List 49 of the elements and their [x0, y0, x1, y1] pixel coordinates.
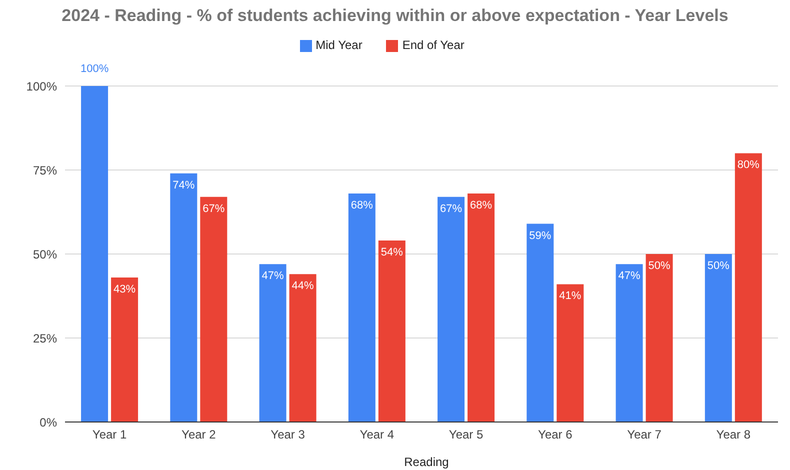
data-label: 54% [380, 246, 404, 259]
x-tick-label: Year 8 [716, 428, 751, 442]
data-label: 47% [262, 270, 284, 282]
data-label: 100% [80, 63, 109, 75]
data-label: 50% [707, 260, 730, 272]
y-tick-label: 0% [40, 415, 58, 430]
bar [556, 284, 584, 422]
bar [734, 153, 762, 422]
data-label: 67% [202, 202, 225, 215]
data-label: 47% [618, 270, 641, 282]
data-label: 43% [114, 284, 136, 296]
bar [111, 278, 138, 422]
x-tick-label: Year 2 [182, 428, 216, 442]
bar [289, 274, 316, 422]
y-tick-label: 100% [26, 79, 58, 94]
bar [526, 224, 554, 422]
bar [259, 264, 286, 422]
bar [646, 254, 673, 422]
data-label: 50% [648, 260, 671, 272]
bar [468, 194, 495, 422]
x-axis-title: Reading [403, 455, 450, 469]
bar [616, 264, 643, 422]
data-label: 74% [172, 179, 195, 192]
bar [200, 196, 228, 422]
legend-label: Mid Year [316, 38, 362, 52]
bar [704, 254, 732, 422]
bar [81, 86, 108, 422]
x-tick-label: Year 3 [270, 428, 306, 442]
bar [438, 196, 465, 422]
x-tick-label: Year 7 [627, 428, 662, 442]
data-label: 67% [440, 202, 462, 215]
chart-title: 2024 - Reading - % of students achieving within or above expectation - Year Levels [60, 6, 730, 26]
x-tick-label: Year 4 [360, 428, 394, 442]
bar [348, 194, 376, 422]
bar [378, 240, 406, 422]
legend-label: End of Year [402, 38, 464, 52]
data-label: 41% [559, 290, 582, 302]
data-label: 68% [470, 200, 492, 212]
data-label: 44% [292, 280, 314, 292]
data-label: 68% [350, 200, 374, 212]
x-tick-label: Year 6 [538, 428, 573, 442]
data-label: 59% [529, 230, 552, 242]
y-tick-label: 50% [32, 247, 58, 262]
y-tick-label: 75% [32, 163, 58, 178]
x-tick-label: Year 5 [448, 428, 484, 442]
bar [170, 173, 198, 422]
x-tick-label: Year 1 [92, 428, 128, 442]
data-label: 80% [737, 159, 760, 172]
y-tick-label: 25% [32, 331, 58, 346]
